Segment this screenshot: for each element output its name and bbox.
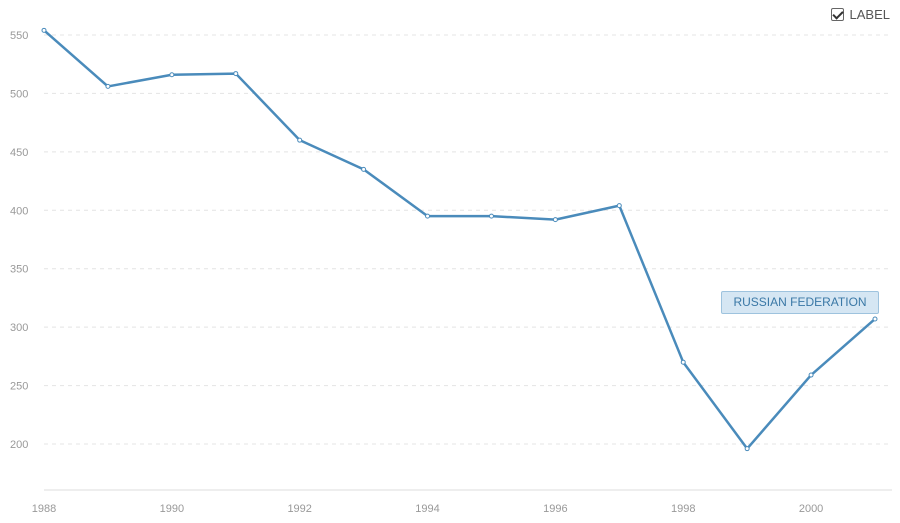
data-point-2001	[872, 316, 878, 322]
data-point-1991	[233, 71, 239, 77]
y-tick-label: 200	[10, 439, 28, 451]
x-tick-label: 1998	[671, 503, 695, 515]
y-tick-label: 550	[10, 30, 28, 42]
data-point-1990	[169, 72, 175, 78]
x-tick-label: 1996	[543, 503, 567, 515]
gridlines	[44, 34, 892, 491]
y-tick-label: 450	[10, 147, 28, 159]
y-tick-label: 250	[10, 381, 28, 393]
x-tick-label: 2000	[799, 503, 823, 515]
y-tick-label: 400	[10, 205, 28, 217]
data-point-1989	[105, 83, 111, 89]
data-point-1988	[41, 27, 47, 33]
data-point-1993	[361, 166, 367, 172]
y-tick-label: 350	[10, 264, 28, 276]
data-point-1999	[744, 446, 750, 452]
series-line	[42, 29, 877, 450]
data-point-1996	[552, 217, 558, 223]
data-point-1995	[488, 213, 494, 219]
data-point-2000	[808, 372, 814, 378]
data-point-1997	[616, 203, 622, 209]
y-tick-label: 300	[10, 322, 28, 334]
x-tick-label: 1990	[160, 503, 184, 515]
x-axis-ticks: 1988 1990 1992 1994 1996 1998 2000	[32, 503, 824, 515]
data-point-1994	[425, 213, 431, 219]
x-tick-label: 1994	[415, 503, 439, 515]
data-point-1992	[297, 137, 303, 143]
data-point-1998	[680, 359, 686, 365]
label-toggle-text: LABEL	[849, 7, 890, 22]
x-tick-label: 1992	[287, 503, 311, 515]
y-tick-label: 500	[10, 88, 28, 100]
x-tick-label: 1988	[32, 503, 56, 515]
label-toggle[interactable]: LABEL	[830, 7, 890, 22]
checkmark-icon[interactable]	[830, 8, 844, 21]
y-axis-ticks: 200 250 300 350 400 450 500 550	[10, 30, 28, 451]
series-russian-federation	[41, 27, 878, 452]
series-label-tag: RUSSIAN FEDERATION	[721, 291, 879, 314]
